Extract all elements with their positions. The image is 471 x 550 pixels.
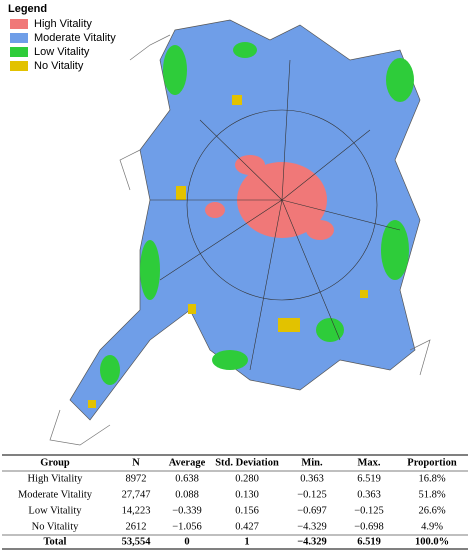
no-vitality-areas — [88, 95, 368, 408]
table-cell: −0.698 — [354, 521, 384, 532]
table-cell: 0.130 — [235, 489, 259, 500]
table-cell: High Vitality — [28, 473, 84, 484]
table-cell: 1 — [244, 536, 249, 547]
table-cell: −1.056 — [172, 521, 202, 532]
legend-swatch — [10, 33, 28, 43]
table-cell: 53,554 — [122, 536, 152, 547]
table-cell: Max. — [357, 457, 380, 468]
legend: Legend — [8, 3, 47, 15]
legend-label: No Vitality — [34, 60, 84, 72]
legend-label: High Vitality — [34, 18, 92, 30]
table-cell: No Vitality — [32, 521, 79, 532]
table-cell: −4.329 — [297, 536, 327, 547]
table-cell: 0.088 — [175, 489, 199, 500]
table-cell: 0.363 — [300, 473, 324, 484]
table-cell: −0.339 — [172, 505, 202, 516]
table-cell: −0.125 — [297, 489, 327, 500]
table-cell: 0.363 — [357, 489, 381, 500]
table-cell: N — [132, 457, 140, 468]
table-cell: 6.519 — [357, 473, 381, 484]
table — [2, 454, 468, 550]
table-cell: −0.125 — [354, 505, 384, 516]
table-cell: Std. Deviation — [215, 457, 279, 468]
table-cell: 0.156 — [235, 505, 259, 516]
legend-swatch — [10, 47, 28, 57]
map — [49, 19, 431, 446]
table-cell: 4.9% — [421, 521, 443, 532]
legend-title: Legend — [8, 3, 47, 15]
district-boundaries — [150, 59, 401, 371]
legend-label: Low Vitality — [34, 46, 90, 58]
table-cell: Average — [169, 457, 206, 468]
outskirts — [49, 34, 431, 446]
table-cell: 6.519 — [357, 536, 381, 547]
legend-swatch — [10, 19, 28, 29]
table-cell: 26.6% — [418, 505, 445, 516]
legend-swatch — [10, 61, 28, 71]
table-cell: Total — [44, 536, 67, 547]
low-vitality-areas — [100, 42, 414, 385]
table-cell: 27,747 — [122, 489, 151, 500]
table-cell: 0.427 — [235, 521, 259, 532]
table-cell: 0.280 — [235, 473, 259, 484]
table-cell: 0.638 — [175, 473, 199, 484]
table-cell: Min. — [301, 457, 323, 468]
table-cell: −4.329 — [297, 521, 327, 532]
table-cell: 0 — [184, 536, 189, 547]
table-cell: 51.8% — [418, 489, 445, 500]
legend-label: Moderate Vitality — [34, 32, 116, 44]
table-cell: 100.0% — [415, 536, 449, 547]
table-cell: Low Vitality — [28, 505, 82, 516]
table-cell: 2612 — [126, 521, 147, 532]
table-cell: Moderate Vitality — [18, 489, 93, 500]
table-cell: Group — [40, 457, 70, 468]
table-cell: 14,223 — [122, 505, 151, 516]
table-cell: Proportion — [407, 457, 457, 468]
table-cell: 16.8% — [418, 473, 445, 484]
table-cell: 8972 — [126, 473, 147, 484]
table-cell: −0.697 — [297, 505, 327, 516]
